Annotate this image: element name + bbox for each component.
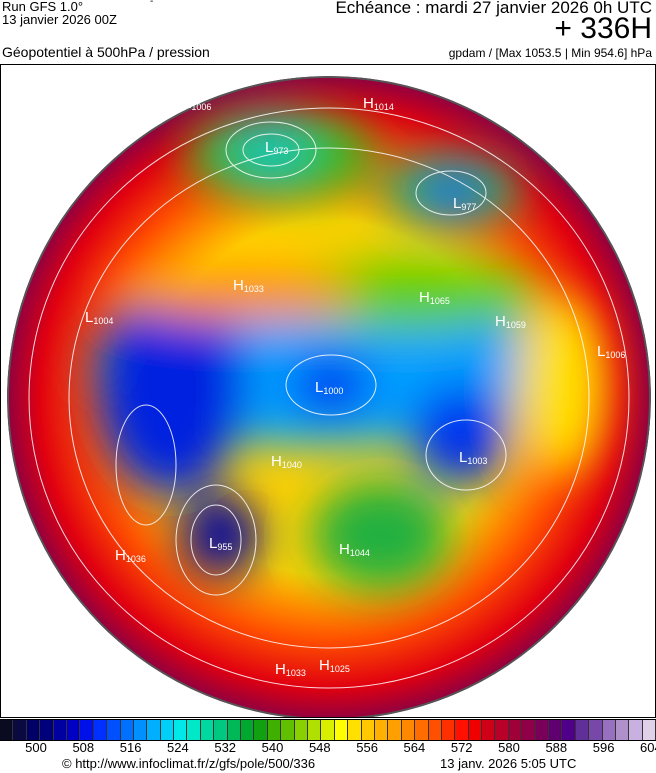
colorbar-swatch bbox=[348, 720, 362, 740]
colorbar-swatch bbox=[388, 720, 402, 740]
colorbar-swatch bbox=[642, 720, 656, 740]
colorbar-swatch bbox=[455, 720, 469, 740]
colorbar-swatch bbox=[187, 720, 201, 740]
colorbar-swatch bbox=[589, 720, 603, 740]
colorbar-swatch bbox=[200, 720, 215, 740]
colorbar-swatch bbox=[602, 720, 616, 740]
colorbar-tick-label: 588 bbox=[545, 740, 568, 755]
colorbar-swatch bbox=[241, 720, 255, 740]
colorbar-tick-label: 508 bbox=[72, 740, 95, 755]
colorbar-swatch bbox=[133, 720, 148, 740]
colorbar-swatch bbox=[93, 720, 108, 740]
colorbar-tick-label: 516 bbox=[119, 740, 142, 755]
colorbar-swatch bbox=[281, 720, 295, 740]
colorbar-tick-label: 604 bbox=[640, 740, 656, 755]
colorbar-swatch bbox=[482, 720, 496, 740]
colorbar-swatch bbox=[549, 720, 563, 740]
colorbar-tick-label: 548 bbox=[308, 740, 331, 755]
colorbar-swatch bbox=[254, 720, 268, 740]
colorbar-swatch bbox=[535, 720, 550, 740]
colorbar-swatch bbox=[468, 720, 483, 740]
colorbar-swatch bbox=[147, 720, 161, 740]
colorbar-tick-label: 500 bbox=[25, 740, 47, 755]
colorbar-swatch bbox=[174, 720, 188, 740]
parameter-title: Géopotentiel à 500hPa / pression bbox=[2, 44, 210, 60]
forecast-lead: + 336H bbox=[554, 12, 652, 45]
colorbar-tick-label: 556 bbox=[356, 740, 378, 755]
colorbar-swatch bbox=[615, 720, 630, 740]
pressure-center: L1004 bbox=[85, 309, 114, 326]
geopotential-field bbox=[7, 76, 651, 717]
pressure-center: H1065 bbox=[419, 289, 450, 306]
colorbar-swatch bbox=[0, 720, 14, 740]
pressure-center: H1059 bbox=[495, 313, 526, 330]
pressure-center: L1006 bbox=[183, 95, 212, 112]
source-url[interactable]: © http://www.infoclimat.fr/z/gfs/pole/50… bbox=[62, 756, 316, 771]
generation-time: 13 janv. 2026 5:05 UTC bbox=[440, 756, 577, 771]
pressure-center: L973 bbox=[265, 139, 289, 156]
units-range: gpdam / [Max 1053.5 | Min 954.6] hPa bbox=[448, 46, 652, 60]
colorbar-swatch bbox=[307, 720, 322, 740]
colorbar-swatch bbox=[629, 720, 643, 740]
pressure-center: H1044 bbox=[339, 541, 370, 558]
colorbar-swatch bbox=[267, 720, 282, 740]
forecast-valid-time: Echéance : mardi 27 janvier 2026 0h UTC bbox=[335, 0, 652, 17]
pressure-center: H1040 bbox=[271, 453, 302, 470]
colorbar-swatch bbox=[321, 720, 335, 740]
pressure-center: H1025 bbox=[319, 657, 350, 674]
colorbar-tick-label: 524 bbox=[167, 740, 189, 755]
colorbar-swatch bbox=[522, 720, 536, 740]
colorbar-tick-label: 580 bbox=[498, 740, 520, 755]
pressure-center: L955 bbox=[209, 535, 233, 552]
colorbar-tick-label: 572 bbox=[450, 740, 473, 755]
colorbar-swatch bbox=[428, 720, 442, 740]
colorbar-tick-label: 596 bbox=[592, 740, 615, 755]
pressure-center: H1036 bbox=[115, 547, 146, 564]
colorbar-swatch bbox=[120, 720, 134, 740]
colorbar-tick-label: 532 bbox=[214, 740, 237, 755]
colorbar-swatch bbox=[361, 720, 375, 740]
run-label: Run GFS 1.0° bbox=[2, 0, 84, 14]
colorbar-swatch bbox=[107, 720, 121, 740]
colorbar-tick-label: 540 bbox=[261, 740, 284, 755]
colorbar-swatch bbox=[40, 720, 54, 740]
colorbar-swatch bbox=[13, 720, 27, 740]
colorbar-swatch bbox=[508, 720, 523, 740]
isobars bbox=[28, 107, 630, 689]
pressure-center: H1033 bbox=[275, 661, 306, 678]
colorbar-tick-label: 564 bbox=[403, 740, 426, 755]
colorbar-swatch bbox=[53, 720, 67, 740]
pressure-center: L1006 bbox=[597, 343, 626, 360]
colorbar-swatch bbox=[575, 720, 590, 740]
run-date: 13 janvier 2026 00Z bbox=[2, 12, 117, 27]
pressure-center: L977 bbox=[453, 195, 477, 212]
colorbar-swatch bbox=[401, 720, 416, 740]
colorbar-swatch bbox=[66, 720, 81, 740]
colorbar-swatch bbox=[441, 720, 456, 740]
dash: - bbox=[150, 0, 154, 7]
colorbar-swatch bbox=[160, 720, 175, 740]
colorbar-swatch bbox=[294, 720, 308, 740]
pressure-center: L1000 bbox=[315, 379, 344, 396]
colorbar-swatch bbox=[334, 720, 349, 740]
pressure-center: L1003 bbox=[459, 449, 488, 466]
colorbar-swatch bbox=[374, 720, 389, 740]
colorbar-swatch bbox=[80, 720, 94, 740]
colorbar-swatch bbox=[227, 720, 242, 740]
pressure-center: H1033 bbox=[233, 277, 264, 294]
colorbar bbox=[0, 719, 656, 741]
colorbar-swatch bbox=[26, 720, 41, 740]
colorbar-swatch bbox=[495, 720, 509, 740]
pressure-center: H1014 bbox=[363, 95, 394, 112]
colorbar-swatch bbox=[415, 720, 429, 740]
colorbar-swatch bbox=[214, 720, 228, 740]
polar-map: L1006 H1014 L973 L977 H1033 H1065 H1059 … bbox=[0, 64, 656, 718]
colorbar-swatch bbox=[562, 720, 576, 740]
